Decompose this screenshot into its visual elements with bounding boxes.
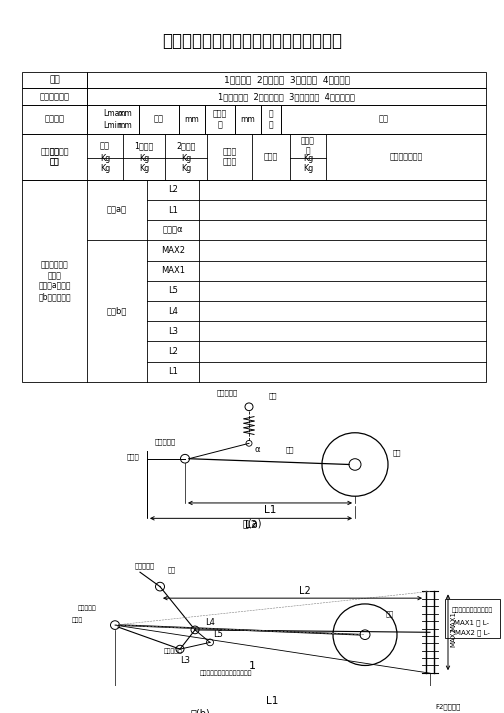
Text: mm: mm <box>240 115 256 124</box>
Text: mm: mm <box>117 120 133 130</box>
Bar <box>22 133 486 180</box>
Text: 1: 1 <box>248 662 256 672</box>
Text: F2点坐标数: F2点坐标数 <box>435 704 460 710</box>
Text: Kg: Kg <box>139 153 149 163</box>
Text: 后轮: 后轮 <box>393 450 401 456</box>
Text: 摆架结构及所
需参数
（图（a）与图
（b）选一种）: 摆架结构及所 需参数 （图（a）与图 （b）选一种） <box>38 261 71 301</box>
Text: Lmax:: Lmax: <box>103 109 127 118</box>
Text: L1: L1 <box>264 505 276 515</box>
Text: 杠杆比: 杠杆比 <box>264 153 278 161</box>
Text: 减震器安装角度: 减震器安装角度 <box>390 153 423 161</box>
Text: 后减: 后减 <box>269 392 278 399</box>
Text: 1、城市用车  2、城乡用车  3、乡村用车  4、山地用车: 1、城市用车 2、城乡用车 3、乡村用车 4、山地用车 <box>218 92 355 101</box>
Text: 车架铰接点: 车架铰接点 <box>216 389 237 396</box>
Bar <box>87 72 486 88</box>
Text: MAX2: MAX2 <box>450 627 456 647</box>
Text: mm: mm <box>117 109 133 118</box>
Text: 半叉轴: 半叉轴 <box>127 453 140 460</box>
Bar <box>87 105 139 133</box>
Bar <box>22 72 87 88</box>
Text: 半叉铰接点: 半叉铰接点 <box>78 605 96 610</box>
Text: MAX1: MAX1 <box>450 611 456 631</box>
Bar <box>281 105 486 133</box>
Text: L3: L3 <box>168 327 178 336</box>
Text: L4: L4 <box>168 307 178 316</box>
Text: 车架铰接点: 车架铰接点 <box>135 562 155 569</box>
Text: 支撑: 支撑 <box>379 115 389 124</box>
Bar <box>445 599 500 637</box>
Text: L2: L2 <box>299 586 311 597</box>
Text: L4: L4 <box>205 617 215 627</box>
Text: 1、骑式车  2、越野车  3、弯梁车  4、踏板车: 1、骑式车 2、越野车 3、弯梁车 4、踏板车 <box>223 76 349 85</box>
Text: L2: L2 <box>168 347 178 356</box>
Text: L1: L1 <box>266 696 279 706</box>
Text: Lmin:: Lmin: <box>103 120 124 130</box>
Text: 连接杆铰接: 连接杆铰接 <box>164 648 182 654</box>
Bar <box>179 105 205 133</box>
Text: 后摇架（前端焊接到后摇架上）: 后摇架（前端焊接到后摇架上） <box>200 670 253 676</box>
Bar <box>22 88 87 105</box>
Text: L2: L2 <box>245 520 257 530</box>
Text: L1: L1 <box>168 205 178 215</box>
Text: 图（b）: 图（b） <box>107 307 127 316</box>
Text: MAX2: MAX2 <box>161 246 185 255</box>
Text: Kg: Kg <box>303 165 313 173</box>
Bar <box>261 105 281 133</box>
Bar <box>22 105 87 133</box>
Text: 空车: 空车 <box>100 141 110 150</box>
Text: L3: L3 <box>180 656 190 665</box>
Text: 2人乘骑: 2人乘骑 <box>176 141 196 150</box>
Text: 自由长度: 自由长度 <box>44 115 65 124</box>
Text: 图(b): 图(b) <box>190 709 210 713</box>
Text: Kg: Kg <box>139 165 149 173</box>
Text: 最大外
径: 最大外 径 <box>213 110 227 129</box>
Text: 半叉角度与后减长度关系: 半叉角度与后减长度关系 <box>452 608 492 613</box>
Text: mm: mm <box>184 115 200 124</box>
Text: 1人乘骑: 1人乘骑 <box>135 141 154 150</box>
Text: 簧下质
量: 簧下质 量 <box>301 136 315 155</box>
Text: MAX1 处 L-: MAX1 处 L- <box>455 619 489 625</box>
Bar <box>205 105 235 133</box>
Text: 后减: 后减 <box>168 566 176 573</box>
Text: 整车后轮分布
重量: 整车后轮分布 重量 <box>40 147 69 166</box>
Bar <box>235 105 261 133</box>
Text: 后减震器开发所需整车信息、参数（上）: 后减震器开发所需整车信息、参数（上） <box>162 32 342 51</box>
Bar <box>87 88 486 105</box>
Text: 安装角α: 安装角α <box>163 226 183 235</box>
Text: 空车
重量: 空车 重量 <box>49 147 59 166</box>
Text: 半叉轴: 半叉轴 <box>72 617 83 623</box>
Text: MAX1: MAX1 <box>161 266 185 275</box>
Text: 半叉铰接点: 半叉铰接点 <box>154 438 175 445</box>
Bar <box>22 180 486 381</box>
Text: L5: L5 <box>168 287 178 295</box>
Bar <box>139 105 179 133</box>
Text: Kg: Kg <box>100 165 110 173</box>
Text: 行程: 行程 <box>154 115 164 124</box>
Text: 车型: 车型 <box>49 76 60 85</box>
Text: 半叉: 半叉 <box>286 447 294 453</box>
Text: Kg: Kg <box>303 153 313 163</box>
Text: L5: L5 <box>213 630 223 639</box>
Text: 整车后
轮参数: 整车后 轮参数 <box>222 147 236 166</box>
Text: MAX2 处 L-: MAX2 处 L- <box>455 630 489 636</box>
Text: 图(a): 图(a) <box>242 518 262 528</box>
Text: α: α <box>254 445 260 453</box>
Text: 车型使用范围: 车型使用范围 <box>39 92 70 101</box>
Text: 半叉: 半叉 <box>386 610 394 617</box>
Text: Kg: Kg <box>100 153 110 163</box>
Text: Kg: Kg <box>181 165 191 173</box>
Text: L2: L2 <box>168 185 178 195</box>
Text: 数
量: 数 量 <box>269 110 273 129</box>
Text: Kg: Kg <box>181 153 191 163</box>
Text: 图（a）: 图（a） <box>107 205 127 215</box>
Text: L1: L1 <box>168 367 178 376</box>
